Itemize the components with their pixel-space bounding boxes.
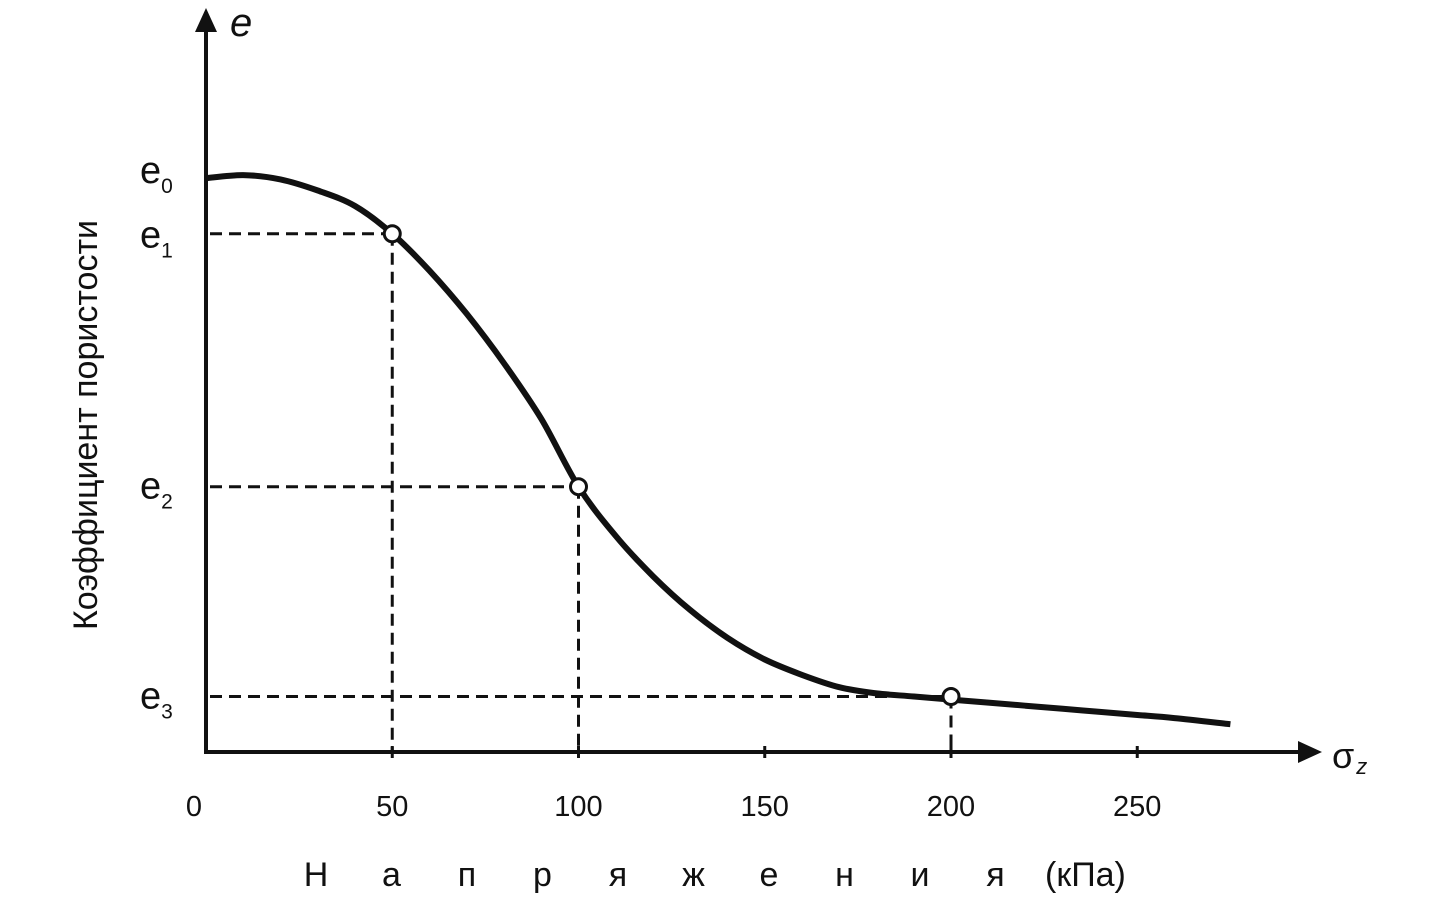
- x-axis-title-letter: и: [911, 856, 930, 894]
- x-axis-title-letter: п: [458, 856, 476, 894]
- y-axis-arrow: [195, 8, 217, 32]
- x-tick-label: 200: [927, 791, 975, 823]
- y-axis-symbol: e: [230, 1, 252, 45]
- x-axis-title-letter: я: [609, 856, 627, 894]
- x-axis-arrow: [1298, 741, 1322, 763]
- y-marker-label: e1: [140, 215, 173, 263]
- data-point-marker: [382, 224, 402, 244]
- curve-group: [205, 172, 1231, 728]
- y-marker-label: e0: [140, 150, 173, 198]
- compression-curve: [205, 172, 1231, 728]
- guide-lines: [210, 232, 953, 752]
- axes: [195, 8, 1322, 763]
- x-axis-title-letter: н: [835, 856, 854, 894]
- x-tick-label: 0: [186, 791, 202, 823]
- highlight-points: [382, 224, 961, 706]
- y-marker-label: e3: [140, 675, 173, 723]
- x-axis-title-letter: е: [760, 856, 779, 894]
- x-axis-title-unit: (кПа): [1045, 856, 1126, 894]
- x-axis-title-letter: Н: [304, 856, 329, 894]
- x-axis-title-letter: я: [986, 856, 1004, 894]
- x-tick-label: 50: [376, 791, 408, 823]
- x-axis-title-letter: ж: [682, 856, 705, 894]
- data-point-marker: [569, 477, 588, 497]
- x-axis-title-letter: а: [382, 856, 401, 894]
- x-tick-label: 100: [554, 791, 602, 823]
- y-marker-label: e2: [140, 466, 173, 514]
- y-axis-title: Коэффициент пористости: [67, 220, 105, 630]
- x-axis-symbol-main: σ: [1332, 735, 1354, 776]
- x-tick-label: 150: [741, 791, 789, 823]
- y-marker-labels: e0 e1 e2 e3: [140, 150, 173, 723]
- x-axis-symbol-sub: z: [1355, 754, 1367, 779]
- x-tick-label: 250: [1113, 791, 1161, 823]
- x-axis-symbol: σz: [1332, 735, 1367, 779]
- x-ticks: 0 50 100 150 200 250: [186, 746, 1161, 823]
- x-axis-title-letter: р: [533, 856, 552, 894]
- data-point-marker: [941, 686, 961, 706]
